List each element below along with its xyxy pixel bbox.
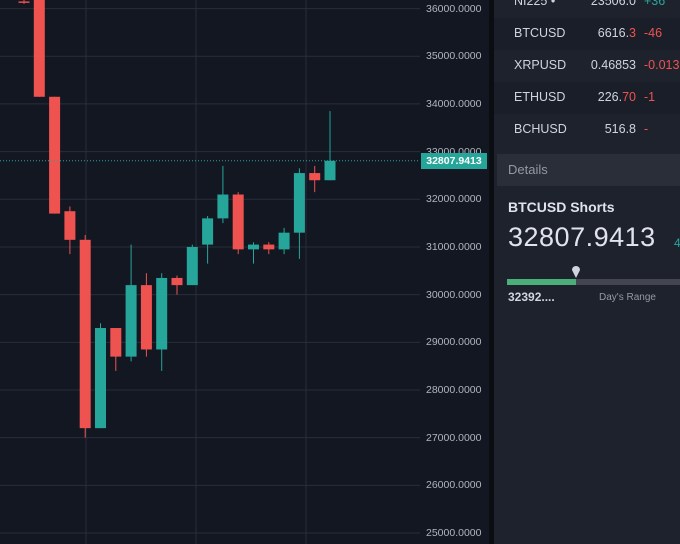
candlestick-chart[interactable] (0, 0, 420, 544)
candle-body-up[interactable] (156, 277, 168, 350)
watchlist-row-bchusd[interactable]: BCHUSD 516.8- (494, 114, 680, 146)
panel-divider[interactable] (489, 0, 494, 544)
candle-body-down[interactable] (18, 1, 30, 3)
candle-body-down[interactable] (263, 244, 275, 250)
details-symbol-title: BTCUSD Shorts (508, 199, 615, 215)
watchlist-row-ethusd[interactable]: ETHUSD 226.70 -1 (494, 82, 680, 114)
watchlist-price: 6616.3 (597, 26, 636, 40)
price-tick-label: 29000.0000 (426, 336, 482, 349)
candle-body-down[interactable] (110, 328, 122, 357)
price-tick-label: 30000.0000 (426, 288, 482, 301)
candle-body-down[interactable] (49, 96, 61, 214)
watchlist-price: 516.8 (604, 122, 636, 136)
watchlist-change: -46 (644, 26, 663, 40)
details-last-price: 32807.9413 (508, 222, 656, 252)
price-tick-label: 26000.0000 (426, 479, 482, 492)
price-tick-label: 32000.0000 (426, 193, 482, 206)
price-tick-label: 31000.0000 (426, 240, 482, 253)
candle-body-down[interactable] (140, 285, 152, 350)
price-tick-label: 34000.0000 (426, 97, 482, 110)
price-tick-label: 36000.0000 (426, 2, 482, 15)
days-range-bar (507, 279, 680, 285)
range-marker-icon (572, 266, 581, 278)
candle-body-up[interactable] (324, 160, 336, 181)
days-range-label: Day's Range (599, 292, 656, 303)
details-change: 4 (674, 236, 680, 250)
price-tick-label: 27000.0000 (426, 431, 482, 444)
watchlist-symbol: ETHUSD (514, 90, 566, 104)
days-range-fill (507, 279, 577, 285)
watchlist-price: 0.46853 (590, 58, 636, 72)
watchlist-symbol: BCHUSD (514, 122, 567, 136)
watchlist-price: 23506.0 (590, 0, 636, 8)
price-tick-label: 35000.0000 (426, 50, 482, 63)
watchlist-row-xrpusd[interactable]: XRPUSD 0.46853 -0.013 (494, 50, 680, 82)
candle-body-down[interactable] (33, 0, 45, 97)
candle-body-down[interactable] (171, 277, 183, 286)
watchlist-row-btcusd[interactable]: BTCUSD 6616.3 -46 (494, 18, 680, 50)
candle-body-up[interactable] (95, 328, 106, 429)
watchlist-change: - (644, 122, 649, 136)
candle-body-up[interactable] (125, 285, 137, 357)
watchlist-change: -1 (644, 90, 656, 104)
candle-body-down[interactable] (64, 211, 76, 240)
watchlist-price: 226.70 (597, 90, 636, 104)
last-price-badge: 32807.9413 (421, 152, 487, 169)
candle-body-up[interactable] (186, 246, 198, 286)
price-axis[interactable]: 36000.0000 35000.0000 34000.0000 33000.0000… (420, 0, 489, 544)
candle-body-down[interactable] (232, 194, 244, 250)
watchlist-symbol: XRPUSD (514, 58, 567, 72)
details-header[interactable]: Details (497, 154, 680, 186)
watchlist-symbol: NI225 • (514, 0, 556, 8)
candle-body-up[interactable] (278, 232, 290, 250)
days-range-low: 32392.... (508, 290, 555, 304)
candle-body-up[interactable] (248, 244, 259, 250)
watchlist-row-ni225[interactable]: NI225 • 23506.0 +36 (494, 0, 680, 18)
watchlist-change: -0.013 (644, 58, 680, 72)
candle-body-up[interactable] (217, 194, 229, 219)
watchlist-change: +36 (644, 0, 666, 8)
chart-pane[interactable] (0, 0, 420, 544)
candle-body-up[interactable] (293, 173, 305, 233)
candle-body-up[interactable] (202, 218, 214, 245)
price-tick-label: 25000.0000 (426, 527, 482, 540)
watchlist-symbol: BTCUSD (514, 26, 566, 40)
candle-body-down[interactable] (309, 173, 321, 181)
candle-body-down[interactable] (79, 239, 91, 429)
price-tick-label: 28000.0000 (426, 384, 482, 396)
right-panel: NI225 • 23506.0 +36 BTCUSD 6616.3 -46 XRPUSD 0.… (494, 0, 680, 544)
